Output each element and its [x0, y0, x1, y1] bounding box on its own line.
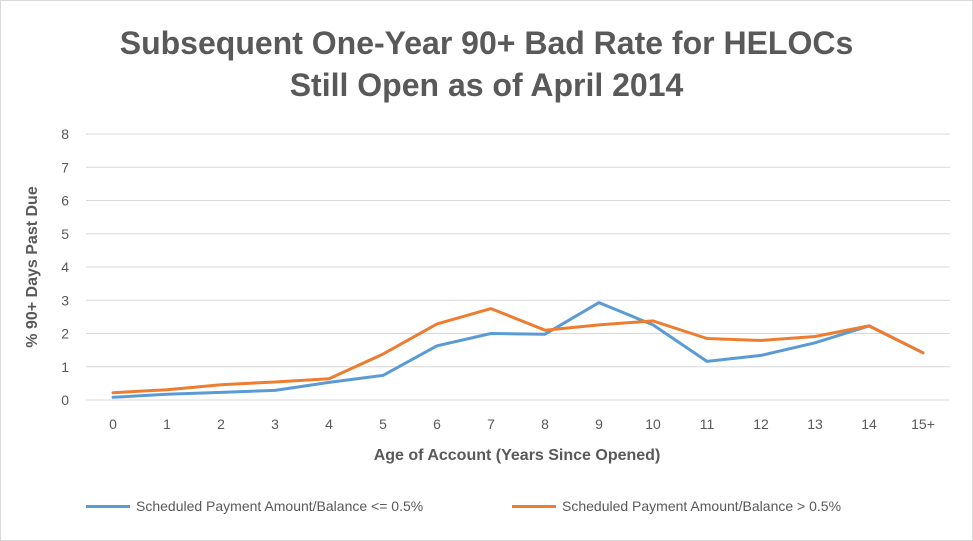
x-tick-label: 14	[861, 416, 877, 432]
legend-label-series-1: Scheduled Payment Amount/Balance <= 0.5%	[136, 498, 424, 514]
y-tick-label: 3	[61, 292, 69, 308]
y-tick-label: 2	[61, 326, 69, 342]
x-tick-label: 4	[325, 416, 333, 432]
x-tick-label: 6	[433, 416, 441, 432]
legend-item-series-2: Scheduled Payment Amount/Balance > 0.5%	[512, 498, 841, 514]
legend-swatch-series-1	[86, 504, 130, 508]
x-tick-label: 11	[700, 416, 715, 432]
x-tick-label: 9	[595, 416, 603, 432]
chart-title-line-2: Still Open as of April 2014	[289, 67, 684, 103]
y-tick-label: 7	[61, 159, 69, 175]
y-tick-label: 1	[61, 359, 69, 375]
x-tick-label: 0	[109, 416, 117, 432]
series-line-2	[111, 307, 925, 395]
y-tick-label: 8	[61, 126, 69, 142]
chart-title: Subsequent One-Year 90+ Bad Rate for HEL…	[0, 22, 973, 106]
x-tick-label: 12	[753, 416, 769, 432]
legend-item-series-1: Scheduled Payment Amount/Balance <= 0.5%	[86, 498, 423, 514]
legend-swatch-series-2	[512, 504, 556, 508]
x-tick-labels: 0 1 2 3 4 5 6 7 8 9 10 11 12 13 14 15+	[109, 416, 935, 432]
x-tick-label: 8	[541, 416, 549, 432]
legend-label-series-2: Scheduled Payment Amount/Balance > 0.5%	[562, 498, 842, 514]
x-tick-label: 10	[645, 416, 661, 432]
x-tick-label: 15+	[911, 416, 935, 432]
x-tick-label: 1	[163, 416, 171, 432]
y-axis-label: % 90+ Days Past Due	[24, 186, 41, 348]
x-tick-label: 2	[217, 416, 225, 432]
y-tick-label: 4	[61, 259, 69, 275]
x-tick-label: 5	[379, 416, 387, 432]
gridlines	[86, 133, 950, 401]
legend: Scheduled Payment Amount/Balance <= 0.5%…	[80, 498, 940, 520]
x-tick-label: 7	[487, 416, 495, 432]
series-lines	[111, 301, 925, 399]
chart-title-line-1: Subsequent One-Year 90+ Bad Rate for HEL…	[119, 25, 854, 61]
y-tick-label: 6	[61, 193, 69, 209]
y-tick-label: 5	[61, 226, 69, 242]
x-tick-label: 3	[271, 416, 279, 432]
series-line-1	[111, 301, 925, 399]
x-tick-label: 13	[807, 416, 823, 432]
y-tick-labels: 0 1 2 3 4 5 6 7 8	[61, 126, 69, 408]
x-axis-label: Age of Account (Years Since Opened)	[374, 447, 661, 464]
y-tick-label: 0	[61, 392, 69, 408]
